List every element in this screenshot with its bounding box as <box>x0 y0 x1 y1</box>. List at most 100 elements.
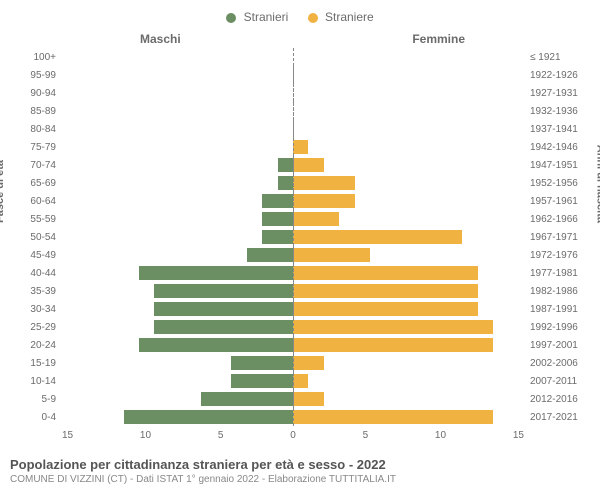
female-bar <box>293 248 370 262</box>
male-bar <box>262 230 293 244</box>
pyramid-row: 45-49 1972-1976 <box>10 246 590 264</box>
male-bar <box>278 158 293 172</box>
age-bracket-label: 10-14 <box>10 376 62 387</box>
male-bar <box>247 248 293 262</box>
y-axis-right-title: Anni di nascita <box>594 145 600 223</box>
birth-year-label: 1972-1976 <box>524 250 590 261</box>
female-bar <box>293 374 308 388</box>
birth-year-label: 1927-1931 <box>524 88 590 99</box>
pyramid-row: 5-9 2012-2016 <box>10 390 590 408</box>
age-bracket-label: 80-84 <box>10 124 62 135</box>
birth-year-label: 1967-1971 <box>524 232 590 243</box>
pyramid-row: 25-29 1992-1996 <box>10 318 590 336</box>
pyramid-row: 80-841937-1941 <box>10 120 590 138</box>
center-axis-line <box>293 48 294 426</box>
pyramid-row: 35-39 1982-1986 <box>10 282 590 300</box>
pyramid-row: 90-94 1927-1931 <box>10 84 590 102</box>
age-bracket-label: 20-24 <box>10 340 62 351</box>
birth-year-label: 2017-2021 <box>524 412 590 423</box>
pyramid-row: 10-14 2007-2011 <box>10 372 590 390</box>
age-bracket-label: 95-99 <box>10 70 62 81</box>
pyramid-row: 100+≤ 1921 <box>10 48 590 66</box>
age-bracket-label: 25-29 <box>10 322 62 333</box>
birth-year-label: 1977-1981 <box>524 268 590 279</box>
age-bracket-label: 35-39 <box>10 286 62 297</box>
pyramid-row: 0-42017-2021 <box>10 408 590 426</box>
female-bar <box>293 212 339 226</box>
male-bar <box>231 374 293 388</box>
pyramid-row: 65-691952-1956 <box>10 174 590 192</box>
gender-headers: Maschi Femmine <box>10 32 590 48</box>
female-bar <box>293 302 478 316</box>
male-bar <box>154 284 293 298</box>
female-bar <box>293 410 493 424</box>
age-bracket-label: 30-34 <box>10 304 62 315</box>
female-bar <box>293 392 324 406</box>
female-bar <box>293 176 355 190</box>
birth-year-label: 2002-2006 <box>524 358 590 369</box>
male-bar <box>201 392 293 406</box>
chart-subtitle: COMUNE DI VIZZINI (CT) - Dati ISTAT 1° g… <box>10 474 590 485</box>
male-bar <box>124 410 293 424</box>
birth-year-label: 1987-1991 <box>524 304 590 315</box>
x-tick: 10 <box>435 430 446 441</box>
female-bar <box>293 266 478 280</box>
birth-year-label: 1992-1996 <box>524 322 590 333</box>
age-bracket-label: 50-54 <box>10 232 62 243</box>
birth-year-label: 1957-1961 <box>524 196 590 207</box>
legend-male: Stranieri <box>226 10 288 24</box>
birth-year-label: 1922-1926 <box>524 70 590 81</box>
pyramid-row: 50-54 1967-1971 <box>10 228 590 246</box>
population-pyramid-chart: Stranieri Straniere Maschi Femmine Fasce… <box>10 10 590 485</box>
male-bar <box>278 176 293 190</box>
birth-year-label: 2012-2016 <box>524 394 590 405</box>
header-male: Maschi <box>140 32 181 46</box>
x-tick: 15 <box>513 430 524 441</box>
female-bar <box>293 158 324 172</box>
male-bar <box>139 266 293 280</box>
birth-year-label: 1947-1951 <box>524 160 590 171</box>
pyramid-row: 85-891932-1936 <box>10 102 590 120</box>
pyramid-row: 55-591962-1966 <box>10 210 590 228</box>
x-axis-ticks: 15105051015 <box>62 430 524 441</box>
age-bracket-label: 45-49 <box>10 250 62 261</box>
male-bar <box>262 212 293 226</box>
chart-title: Popolazione per cittadinanza straniera p… <box>10 457 590 472</box>
age-bracket-label: 55-59 <box>10 214 62 225</box>
pyramid-row: 20-24 1997-2001 <box>10 336 590 354</box>
age-bracket-label: 40-44 <box>10 268 62 279</box>
pyramid-row: 70-741947-1951 <box>10 156 590 174</box>
x-tick: 0 <box>290 430 296 441</box>
pyramid-row: 30-34 1987-1991 <box>10 300 590 318</box>
header-female: Femmine <box>412 32 465 46</box>
pyramid-row: 95-99 1922-1926 <box>10 66 590 84</box>
age-bracket-label: 15-19 <box>10 358 62 369</box>
x-tick: 15 <box>62 430 73 441</box>
male-bar <box>154 320 293 334</box>
female-bar <box>293 284 478 298</box>
age-bracket-label: 75-79 <box>10 142 62 153</box>
birth-year-label: 1982-1986 <box>524 286 590 297</box>
male-bar <box>262 194 293 208</box>
birth-year-label: 1952-1956 <box>524 178 590 189</box>
x-axis: 15105051015 <box>10 430 590 441</box>
x-tick: 5 <box>363 430 369 441</box>
pyramid-row: 15-19 2002-2006 <box>10 354 590 372</box>
female-bar <box>293 230 462 244</box>
age-bracket-label: 90-94 <box>10 88 62 99</box>
legend-female-label: Straniere <box>325 10 374 24</box>
age-bracket-label: 5-9 <box>10 394 62 405</box>
birth-year-label: 1932-1936 <box>524 106 590 117</box>
female-bar <box>293 140 308 154</box>
pyramid-row: 60-64 1957-1961 <box>10 192 590 210</box>
birth-year-label: 2007-2011 <box>524 376 590 387</box>
pyramid-row: 75-79 1942-1946 <box>10 138 590 156</box>
birth-year-label: 1942-1946 <box>524 142 590 153</box>
female-bar <box>293 356 324 370</box>
x-tick: 10 <box>140 430 151 441</box>
y-axis-left-title: Fasce di età <box>0 160 6 223</box>
male-bar <box>154 302 293 316</box>
age-bracket-label: 60-64 <box>10 196 62 207</box>
birth-year-label: 1997-2001 <box>524 340 590 351</box>
female-bar <box>293 338 493 352</box>
